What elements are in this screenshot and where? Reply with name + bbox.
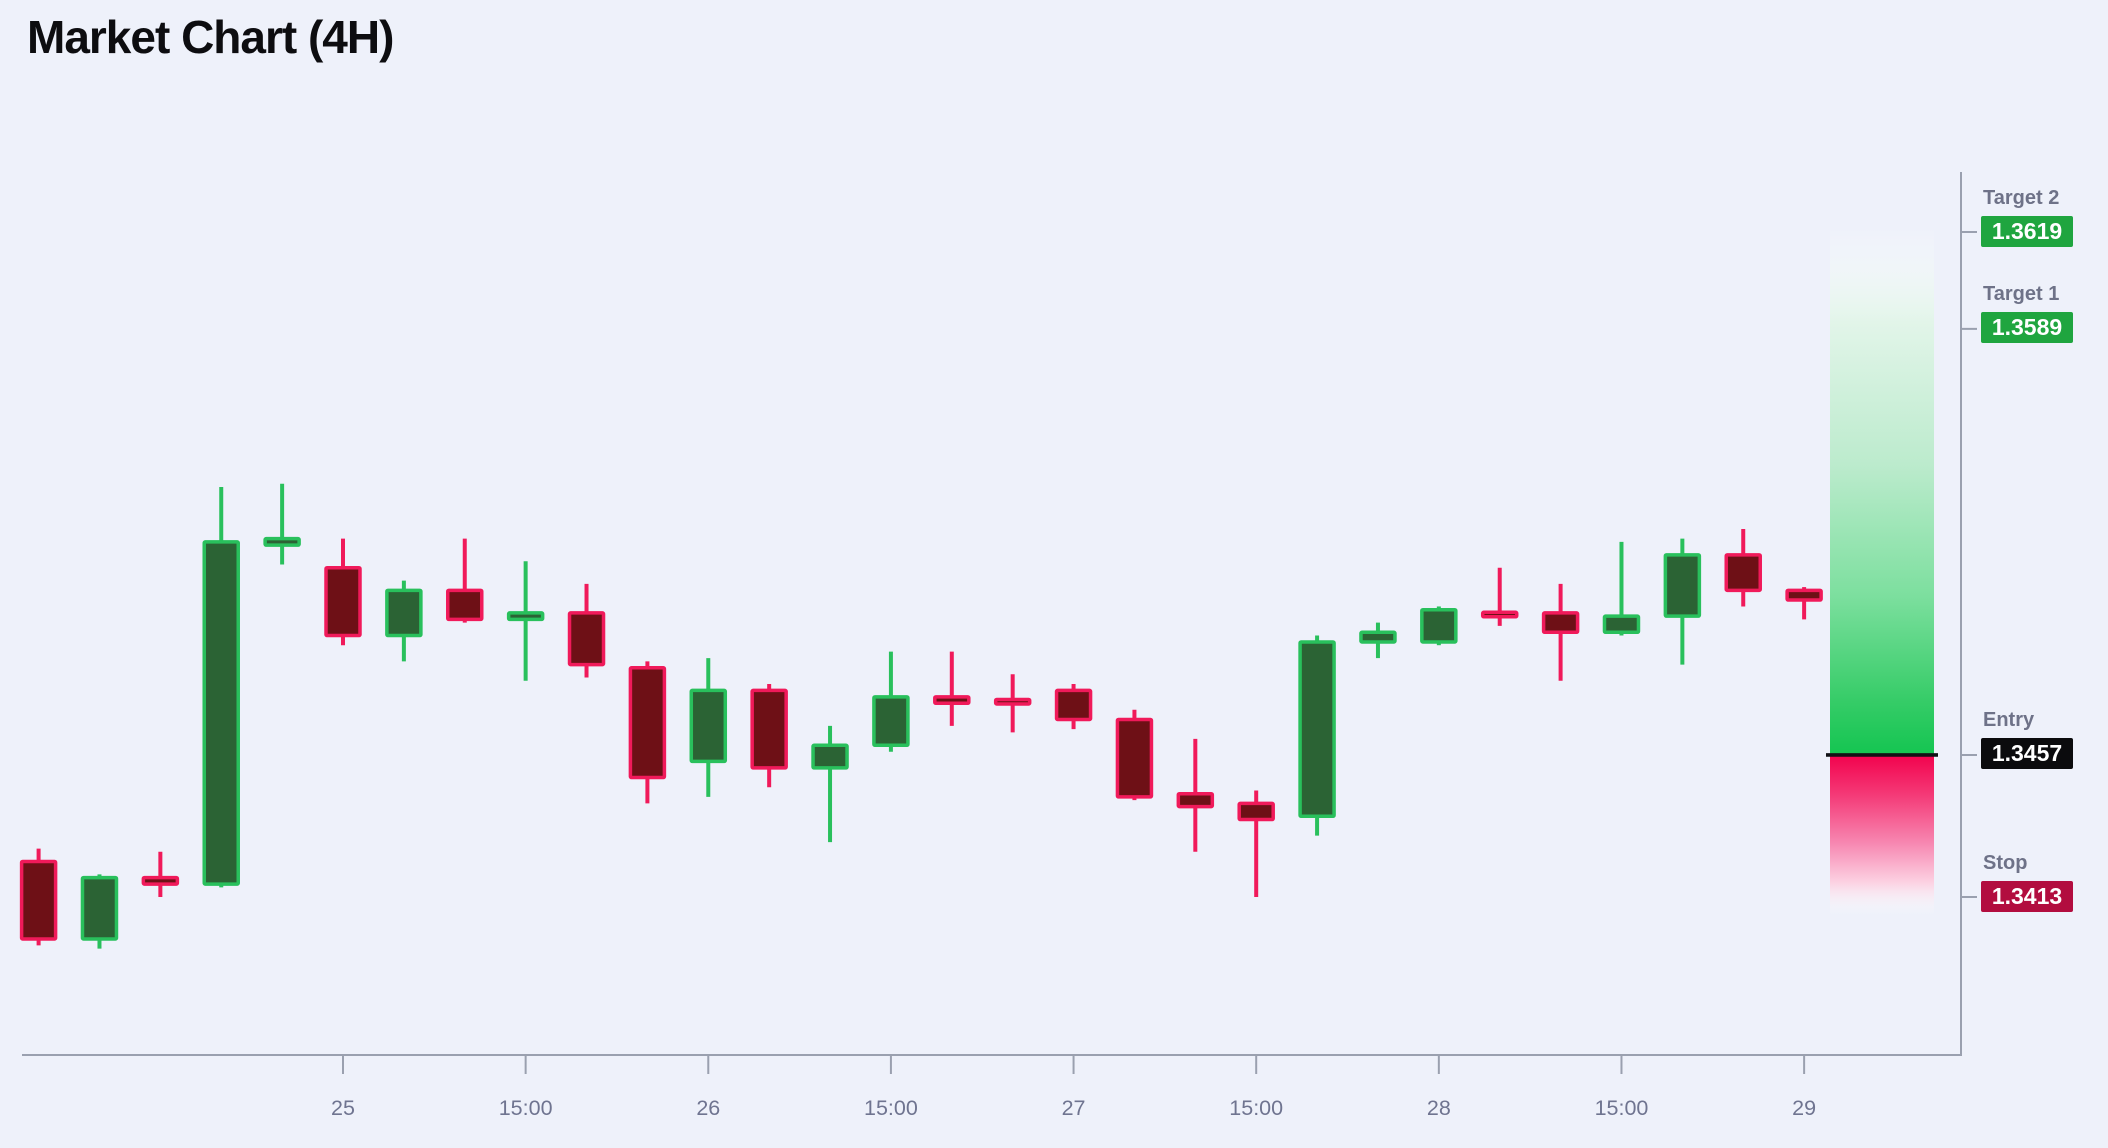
candle-15 [933, 651, 971, 726]
x-tick-label: 15:00 [864, 1096, 918, 1120]
candle-12 [750, 683, 788, 788]
candle-0 [19, 848, 58, 946]
x-tick-label: 27 [1062, 1096, 1086, 1120]
x-tick-label: 15:00 [1595, 1096, 1649, 1120]
level-target2: Target 2 1.3619 [1981, 187, 2081, 247]
candles [19, 483, 1823, 949]
candle-27 [1663, 538, 1702, 665]
candle-19 [1176, 738, 1215, 852]
level-target1-value-badge: 1.3589 [1981, 312, 2073, 344]
candle-26 [1602, 541, 1641, 636]
candle-24 [1480, 567, 1519, 626]
level-target2-label: Target 2 [1983, 186, 2060, 209]
x-tick-label: 15:00 [499, 1096, 553, 1120]
candle-5 [324, 538, 362, 646]
candle-7 [446, 538, 484, 623]
risk-zone-red [1830, 754, 1934, 915]
level-entry-value-badge: 1.3457 [1981, 738, 2073, 770]
candle-22 [1359, 622, 1397, 659]
level-target1: Target 1 1.3589 [1981, 283, 2081, 344]
level-stop: Stop 1.3413 [1981, 852, 2081, 912]
candle-2 [141, 851, 180, 898]
candle-16 [993, 674, 1032, 733]
candle-20 [1237, 790, 1275, 898]
x-axis-labels: 25 15:00 26 15:00 27 15:00 28 15:00 29 [331, 1096, 1816, 1120]
reward-zone-green [1830, 227, 1934, 755]
level-entry-label: Entry [1983, 709, 2035, 732]
candle-13 [811, 725, 849, 843]
candle-9 [567, 583, 606, 678]
x-tick-label: 26 [696, 1096, 720, 1120]
candle-11 [689, 658, 728, 797]
x-tick-label: 28 [1427, 1096, 1451, 1120]
level-target1-label: Target 1 [1983, 283, 2060, 306]
risk-reward-zone [1826, 227, 1938, 915]
candle-23 [1420, 606, 1458, 646]
candle-3 [202, 487, 240, 888]
candle-10 [628, 661, 667, 804]
candle-28 [1724, 528, 1762, 607]
x-tick-label: 29 [1792, 1096, 1816, 1120]
candle-17 [1054, 683, 1093, 730]
entry-line [1826, 753, 1938, 757]
candle-1 [80, 874, 119, 949]
level-target2-value-badge: 1.3619 [1981, 215, 2073, 247]
candle-29 [1785, 587, 1823, 620]
x-tick-label: 15:00 [1229, 1096, 1283, 1120]
candle-25 [1541, 583, 1580, 681]
candle-6 [385, 580, 423, 662]
level-stop-label: Stop [1983, 851, 2028, 874]
page-title: Market Chart (4H) [27, 11, 394, 63]
candle-14 [872, 651, 910, 752]
candle-8 [506, 561, 545, 681]
axes [22, 172, 1977, 1074]
candle-4 [263, 483, 301, 565]
level-stop-value-badge: 1.3413 [1981, 880, 2073, 912]
x-tick-label: 25 [331, 1096, 355, 1120]
candle-18 [1115, 709, 1154, 801]
level-entry: Entry 1.3457 [1981, 709, 2081, 770]
candle-21 [1298, 635, 1336, 836]
